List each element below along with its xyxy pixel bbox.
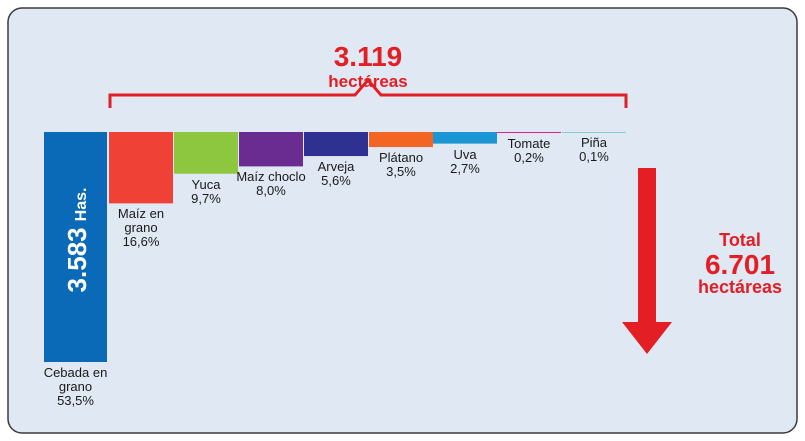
first-bar-value: 3.583 — [62, 227, 92, 292]
value-label: 0,1% — [579, 149, 609, 165]
arrow — [622, 168, 672, 354]
bar — [304, 132, 368, 157]
bracket — [108, 77, 628, 108]
rest-unit: hectáreas — [328, 72, 407, 91]
category-label: Uva — [453, 146, 477, 162]
category-label: Piña — [580, 135, 608, 151]
frame — [7, 7, 798, 434]
value-label: 2,7% — [450, 160, 480, 176]
value-label: 0,2% — [514, 149, 544, 165]
value-label: 16,6% — [122, 234, 160, 250]
bar-label: Cebada en grano 53,5% — [38, 366, 114, 408]
bar — [239, 132, 303, 167]
bar-label: Maíz choclo 8,0% — [233, 170, 309, 198]
value-label: 8,0% — [256, 183, 286, 199]
total-title: Total — [719, 230, 761, 250]
category-label: Yuca — [191, 176, 221, 192]
bar-label: Tomate 0,2% — [491, 135, 567, 165]
bar-label: Uva 2,7% — [427, 146, 503, 176]
rest-total: 3.119 — [334, 41, 403, 72]
value-label: 3,5% — [386, 164, 416, 180]
category-label: Maíz en grano — [117, 206, 165, 236]
bar-label: Yuca 9,7% — [168, 176, 244, 206]
bar — [369, 132, 433, 148]
first-bar-total: 3.583 Has. — [62, 188, 92, 293]
category-label: Tomate — [507, 135, 551, 151]
category-label: Maíz choclo — [236, 169, 306, 185]
total-value: 6.701 — [705, 249, 775, 280]
category-label: Arveja — [317, 159, 355, 175]
bar-label: Maíz en grano 16,6% — [103, 207, 179, 249]
value-label: 53,5% — [57, 393, 94, 408]
category-label: Cebada en grano — [43, 365, 108, 394]
bar — [497, 132, 561, 133]
category-label: Plátano — [378, 150, 424, 166]
bar-label: Piña 0,1% — [556, 136, 632, 164]
bar — [174, 132, 238, 174]
bar — [433, 132, 497, 144]
bar-label: Plátano 3,5% — [363, 151, 439, 179]
value-label: 5,6% — [321, 173, 351, 189]
bar — [44, 132, 107, 362]
first-bar-unit: Has. — [73, 188, 90, 222]
value-label: 9,7% — [191, 190, 221, 206]
bar-label: Arveja 5,6% — [298, 160, 374, 188]
bar — [109, 132, 173, 204]
total-unit: hectáreas — [698, 277, 782, 297]
